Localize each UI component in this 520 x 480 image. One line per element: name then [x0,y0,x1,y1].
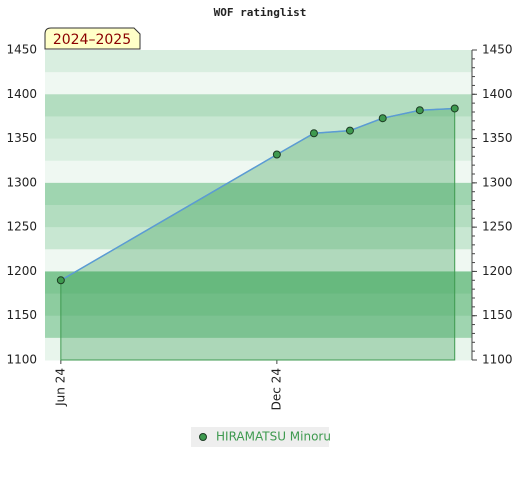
y-tick-label: 1150 [6,308,37,322]
legend-label: HIRAMATSU Minoru [216,430,331,444]
band [45,205,472,228]
band [45,138,472,162]
x-tick-label: Dec 24 [269,368,283,410]
band [45,227,472,250]
y-tick-label: 1250 [6,220,37,234]
point [415,106,424,115]
y-tick-label: 1200 [6,264,37,278]
point [272,150,281,159]
y-tick-label: 1400 [6,87,37,101]
y2-tick-label: 1150 [482,308,513,322]
y2-tick-label: 1450 [482,43,513,57]
band [45,94,472,117]
legend-marker [199,433,207,441]
legend-box [191,427,329,447]
y2-tick-label: 1200 [482,264,513,278]
y-tick-label: 1300 [6,175,37,189]
band [45,160,472,184]
point [378,114,387,123]
badge-box [44,27,141,50]
point [309,129,318,138]
band [45,182,472,206]
y-tick-label: 1450 [6,43,37,57]
point [56,276,65,285]
band [45,315,472,339]
band [45,72,472,95]
badge: 2024–2025 [53,32,131,48]
y2-tick-label: 1250 [482,220,513,234]
band [45,116,472,140]
y2-tick-label: 1350 [482,131,513,145]
y-tick-label: 1350 [6,131,37,145]
point [345,126,354,135]
band [45,271,472,295]
point [450,104,459,113]
band [45,249,472,272]
y2-tick-label: 1300 [482,175,513,189]
y2-tick-label: 1400 [482,87,513,101]
chart-title: WOF ratinglist [214,6,307,19]
band [45,50,472,73]
y-tick-label: 1100 [6,353,37,367]
band [45,293,472,317]
y2-tick-label: 1100 [482,353,513,367]
band [45,337,472,361]
x-tick-label: Jun 24 [53,368,67,407]
legend: HIRAMATSU Minoru [191,427,331,447]
